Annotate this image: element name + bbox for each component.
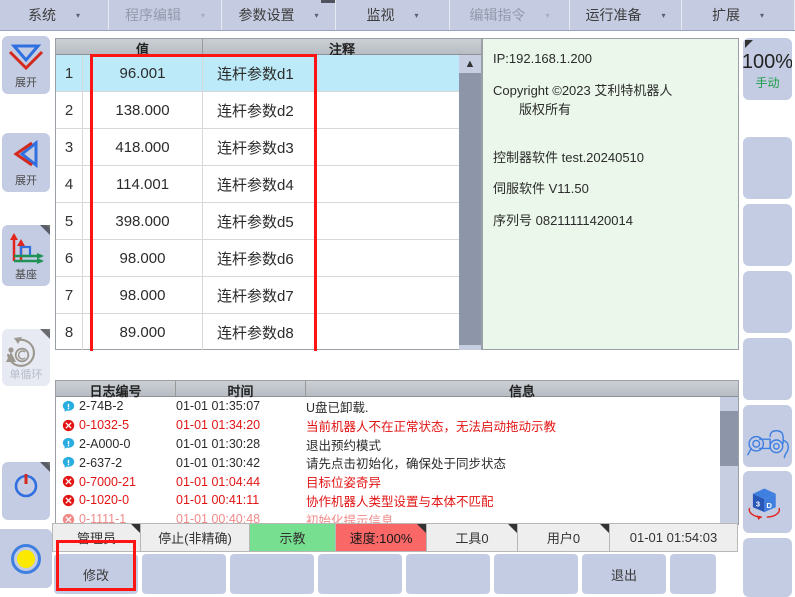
svg-text:D: D	[766, 501, 772, 510]
svg-text:3: 3	[755, 499, 760, 508]
